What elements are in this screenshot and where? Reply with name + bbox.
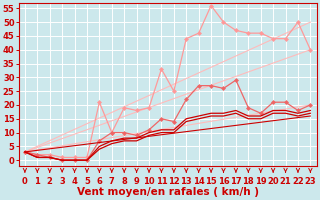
X-axis label: Vent moyen/en rafales ( km/h ): Vent moyen/en rafales ( km/h )	[76, 187, 259, 197]
